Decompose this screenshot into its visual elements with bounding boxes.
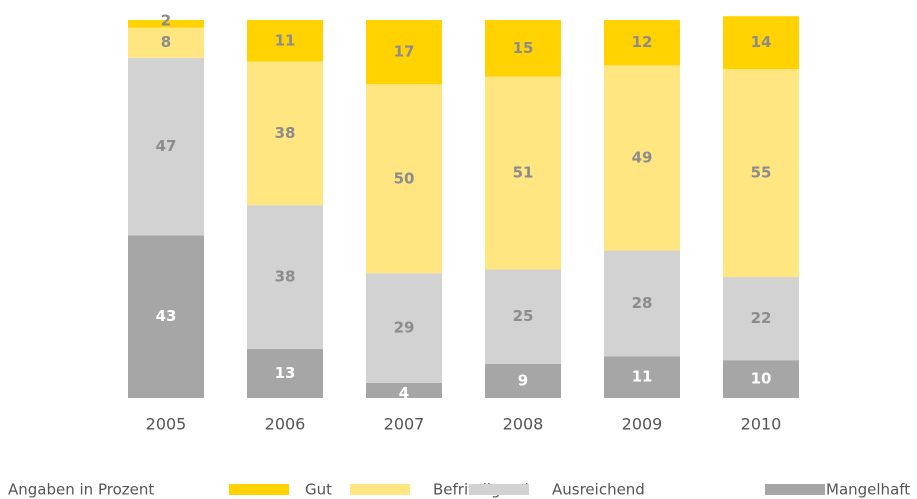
- value-label: 13: [275, 364, 296, 382]
- value-label: 50: [394, 169, 415, 187]
- value-label: 11: [275, 31, 296, 49]
- bar-segment: [247, 205, 323, 349]
- legend-label: Ausreichend: [552, 481, 645, 499]
- bar-segment: [128, 20, 204, 28]
- value-label: 55: [751, 164, 772, 182]
- value-label: 12: [632, 33, 653, 51]
- bar-segment: [128, 27, 204, 58]
- bar-segment: [485, 269, 561, 364]
- bar-segment: [485, 20, 561, 77]
- value-label: 17: [394, 43, 415, 61]
- value-label: 10: [751, 370, 772, 388]
- x-tick-label: 2010: [741, 415, 782, 434]
- bar-segment: [604, 356, 680, 398]
- value-label: 14: [751, 33, 772, 51]
- bar-segment: [366, 84, 442, 274]
- value-label: 8: [161, 33, 171, 51]
- value-label: 47: [156, 137, 177, 155]
- bar-segment: [247, 348, 323, 398]
- value-label: 38: [275, 124, 296, 142]
- value-label: 51: [513, 164, 534, 182]
- value-label: 2: [161, 12, 171, 30]
- bar-segment: [485, 363, 561, 398]
- bar-segment: [366, 20, 442, 85]
- legend-swatch: [229, 484, 289, 495]
- legend-swatch: [350, 484, 410, 495]
- bar-segment: [485, 76, 561, 270]
- bar-segment: [247, 61, 323, 206]
- bar-segment: [723, 277, 799, 361]
- value-label: 4: [399, 384, 409, 402]
- legend-swatch: [765, 484, 825, 495]
- bar-segment: [604, 20, 680, 66]
- legend-label: Mangelhaft: [826, 481, 910, 499]
- bar-segment: [723, 69, 799, 278]
- x-tick-label: 2005: [146, 415, 187, 434]
- bar-segment: [604, 250, 680, 357]
- bar-segment: [366, 273, 442, 383]
- value-label: 28: [632, 294, 653, 312]
- bar-segment: [723, 16, 799, 70]
- bar-segment: [247, 20, 323, 62]
- note: Angaben in Prozent: [8, 481, 154, 499]
- value-label: 43: [156, 307, 177, 325]
- value-label: 25: [513, 307, 534, 325]
- legend-label: Gut: [305, 481, 332, 499]
- bar-segment: [366, 382, 442, 398]
- x-tick-label: 2007: [384, 415, 425, 434]
- x-tick-label: 2008: [503, 415, 544, 434]
- bar-segment: [128, 235, 204, 398]
- value-label: 9: [518, 371, 528, 389]
- value-label: 49: [632, 148, 653, 166]
- value-label: 29: [394, 319, 415, 337]
- x-tick-label: 2009: [622, 415, 663, 434]
- value-label: 11: [632, 368, 653, 386]
- value-label: 22: [751, 309, 772, 327]
- x-tick-label: 2006: [265, 415, 306, 434]
- value-label: 15: [513, 39, 534, 57]
- bar-segment: [604, 65, 680, 251]
- bar-segment: [723, 360, 799, 398]
- legend-swatch: [469, 484, 529, 495]
- value-label: 38: [275, 268, 296, 286]
- bar-segment: [128, 57, 204, 236]
